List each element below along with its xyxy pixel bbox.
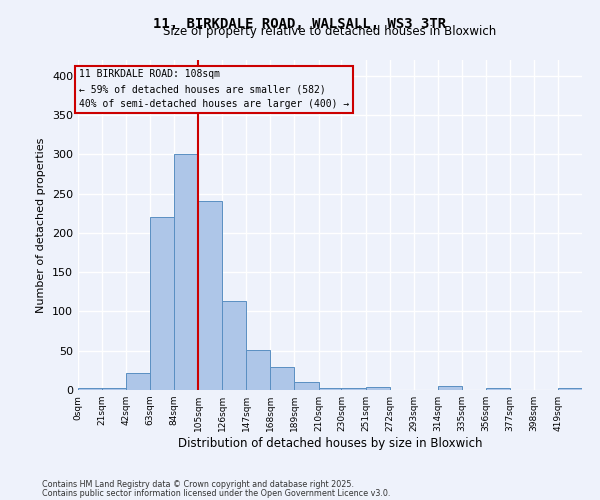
- Bar: [295, 382, 319, 390]
- Bar: [558, 388, 582, 390]
- Bar: [174, 154, 198, 390]
- Bar: [198, 202, 223, 390]
- X-axis label: Distribution of detached houses by size in Bloxwich: Distribution of detached houses by size …: [178, 437, 482, 450]
- Text: 11 BIRKDALE ROAD: 108sqm
← 59% of detached houses are smaller (582)
40% of semi-: 11 BIRKDALE ROAD: 108sqm ← 59% of detach…: [79, 70, 349, 109]
- Text: Contains public sector information licensed under the Open Government Licence v3: Contains public sector information licen…: [42, 489, 391, 498]
- Bar: [365, 387, 389, 390]
- Bar: [319, 388, 341, 390]
- Bar: [126, 372, 150, 390]
- Text: Contains HM Land Registry data © Crown copyright and database right 2025.: Contains HM Land Registry data © Crown c…: [42, 480, 354, 489]
- Y-axis label: Number of detached properties: Number of detached properties: [37, 138, 46, 312]
- Bar: [341, 388, 365, 390]
- Bar: [150, 217, 174, 390]
- Bar: [437, 386, 462, 390]
- Bar: [271, 367, 295, 390]
- Bar: [486, 388, 510, 390]
- Title: Size of property relative to detached houses in Bloxwich: Size of property relative to detached ho…: [163, 25, 497, 38]
- Bar: [78, 388, 102, 390]
- Bar: [223, 301, 247, 390]
- Text: 11, BIRKDALE ROAD, WALSALL, WS3 3TR: 11, BIRKDALE ROAD, WALSALL, WS3 3TR: [154, 18, 446, 32]
- Bar: [247, 350, 271, 390]
- Bar: [102, 388, 126, 390]
